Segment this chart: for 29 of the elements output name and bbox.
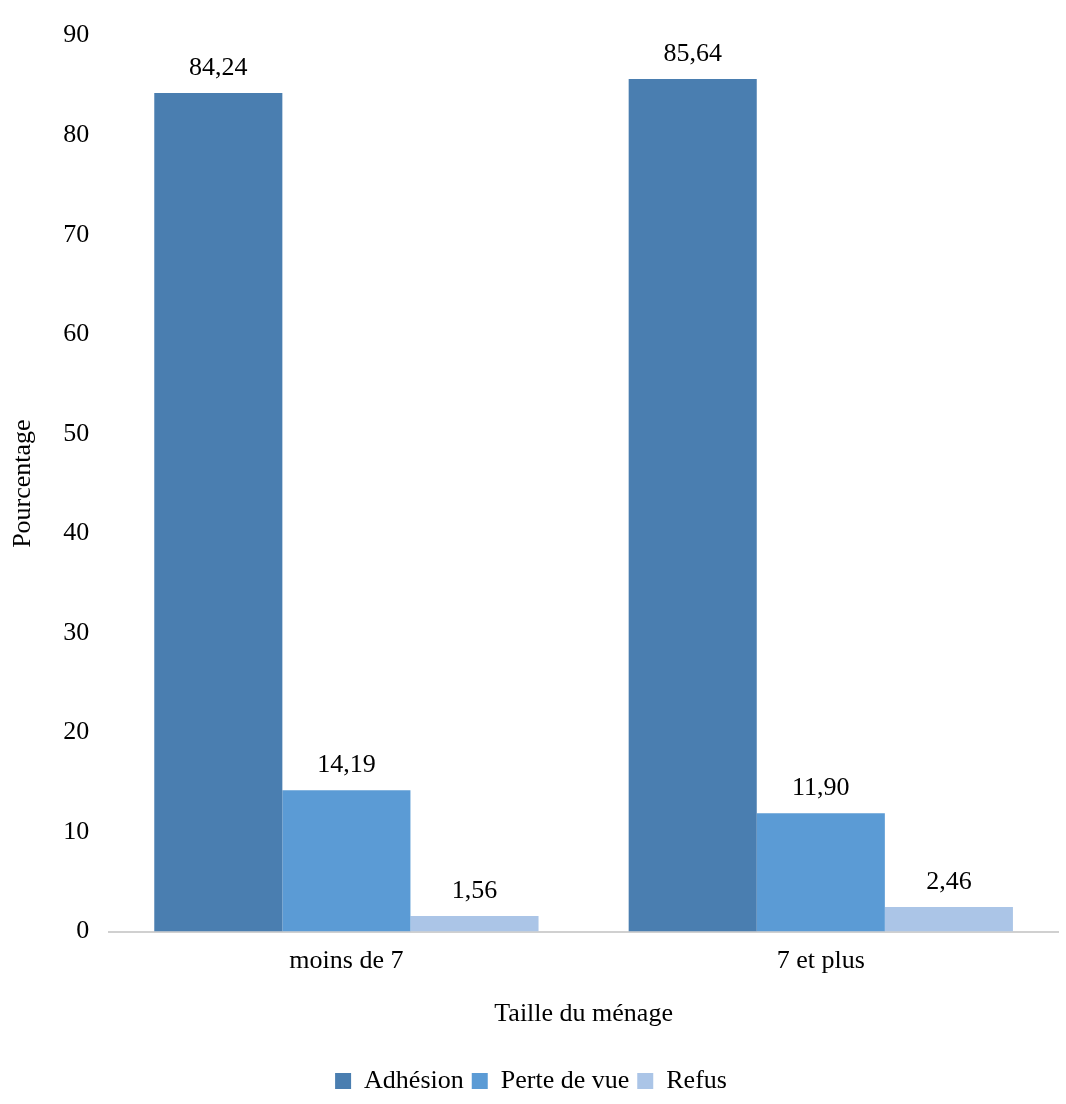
bar — [282, 790, 411, 932]
data-label: 14,19 — [317, 749, 376, 779]
y-tick-label: 90 — [63, 19, 90, 49]
x-tick-label: moins de 7 — [289, 945, 404, 975]
y-tick-label: 80 — [63, 118, 90, 148]
data-label: 11,90 — [792, 771, 850, 801]
y-tick-label: 20 — [63, 716, 90, 746]
y-tick-label: 70 — [63, 218, 90, 248]
legend-label: Perte de vue — [500, 1064, 630, 1094]
y-axis-title: Pourcentage — [7, 419, 37, 548]
legend-label: Adhésion — [364, 1064, 464, 1094]
bar — [628, 79, 757, 932]
data-label: 84,24 — [189, 51, 248, 81]
y-tick-label: 50 — [63, 417, 90, 447]
y-tick-label: 0 — [76, 915, 90, 945]
data-label: 85,64 — [663, 37, 722, 67]
bar — [410, 916, 539, 932]
bar — [756, 813, 885, 932]
y-tick-label: 60 — [63, 318, 90, 348]
x-axis-title: Taille du ménage — [494, 998, 673, 1028]
y-tick-label: 30 — [63, 616, 90, 646]
bar — [154, 92, 283, 932]
bar — [884, 907, 1013, 932]
data-label: 1,56 — [451, 874, 498, 904]
y-tick-label: 10 — [63, 815, 90, 845]
data-label: 2,46 — [926, 865, 972, 895]
y-tick-label: 40 — [63, 517, 90, 547]
x-tick-label: 7 et plus — [776, 945, 865, 975]
legend-label: Refus — [666, 1064, 727, 1094]
